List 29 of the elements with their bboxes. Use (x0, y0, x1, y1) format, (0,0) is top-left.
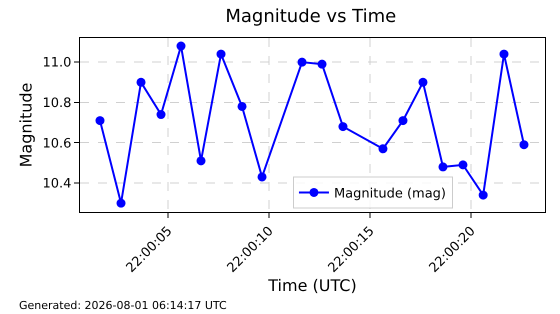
y-tick-label: 11.0 (42, 56, 72, 71)
point (196, 156, 206, 166)
point (438, 162, 448, 172)
point (298, 58, 307, 67)
point (418, 78, 428, 87)
point (378, 144, 388, 154)
point (338, 122, 348, 132)
chart-title: Magnitude vs Time (225, 6, 396, 28)
y-tick-label: 10.4 (42, 176, 72, 192)
point (176, 42, 186, 51)
y-axis-title: Magnitude (16, 82, 36, 168)
point (258, 172, 267, 182)
point (116, 198, 126, 208)
text: Generated: 2026-08-01 06:14:17 UTC (19, 299, 228, 312)
x-axis-title: Time (UTC) (267, 276, 357, 295)
point (136, 78, 146, 87)
point (478, 190, 488, 200)
point (216, 50, 226, 59)
point (499, 50, 508, 59)
y-tick-label: 10.8 (42, 96, 72, 111)
point (156, 110, 166, 120)
point (458, 160, 468, 170)
point (96, 116, 104, 126)
y-tick-label: 10.6 (42, 136, 72, 152)
point (238, 102, 247, 111)
point (398, 116, 408, 126)
legend-label: Magnitude (mag) (334, 186, 446, 202)
point (318, 60, 327, 69)
point (519, 140, 528, 150)
